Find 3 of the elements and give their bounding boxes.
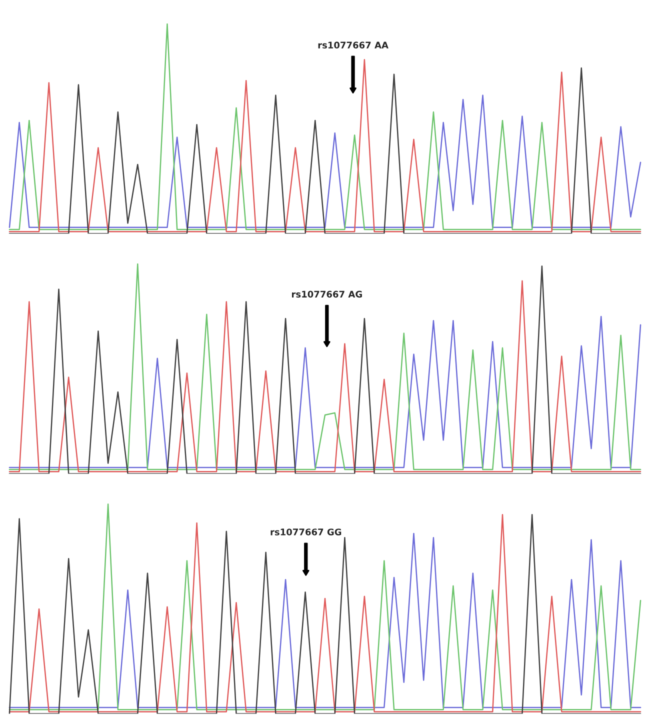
annotation: rs1077667 AA	[318, 42, 388, 48]
annotation: rs1077667 AG	[292, 290, 362, 298]
annotation: rs1077667 GG	[270, 528, 342, 536]
